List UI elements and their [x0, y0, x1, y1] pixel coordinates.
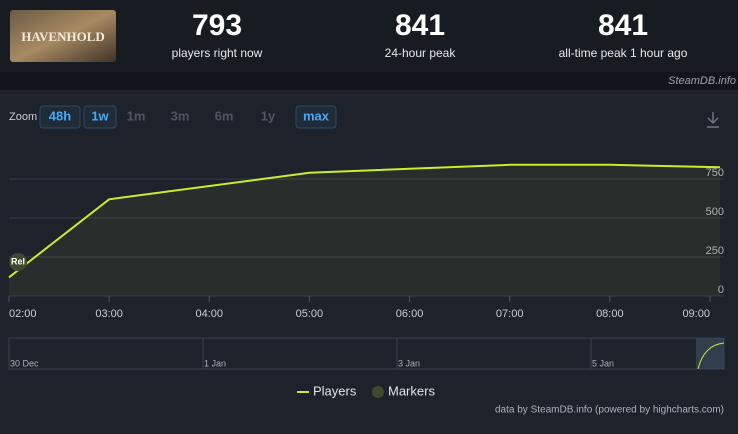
- marker[interactable]: [9, 253, 27, 271]
- stat-label: players right now: [172, 46, 263, 60]
- legend-label[interactable]: Players: [313, 383, 357, 398]
- legend-label[interactable]: Markers: [388, 383, 435, 398]
- zoom-button-bg[interactable]: [295, 105, 337, 129]
- source[interactable]: SteamDB.info: [668, 75, 736, 87]
- zoom-label: Zoom: [9, 111, 37, 123]
- source-band: [0, 72, 738, 90]
- stat-value: 793: [192, 9, 242, 42]
- zoom-button-bg[interactable]: [83, 105, 117, 129]
- y-tick-label: 0: [718, 284, 724, 296]
- y-tick-label: 750: [706, 167, 724, 179]
- zoom-button[interactable]: 48h: [49, 108, 71, 123]
- x-tick-label: 04:00: [196, 308, 224, 320]
- y-tick-label: 250: [706, 245, 724, 257]
- legend-marker[interactable]: [372, 386, 384, 398]
- x-tick-label: 05:00: [296, 308, 324, 320]
- navigator-label: 30 Dec: [10, 358, 39, 368]
- x-tick-label: 07:00: [496, 308, 524, 320]
- game-name: HAVENHOLD: [21, 29, 105, 44]
- credit: data by SteamDB.info (powered by highcha…: [495, 405, 724, 416]
- zoom-button[interactable]: max: [303, 108, 330, 123]
- stat-label: all-time peak 1 hour ago: [559, 46, 688, 60]
- x-tick-label: 08:00: [596, 308, 624, 320]
- zoom-button[interactable]: 1y: [261, 108, 276, 123]
- zoom-button[interactable]: 3m: [171, 108, 190, 123]
- header-band: [0, 0, 738, 72]
- download-icon[interactable]: [707, 112, 719, 128]
- y-tick-label: 500: [706, 206, 724, 218]
- zoom-button[interactable]: 6m: [215, 108, 234, 123]
- x-tick-label: 02:00: [9, 308, 37, 320]
- navigator-selection[interactable]: [696, 338, 724, 369]
- navigator-line: [697, 342, 725, 370]
- navigator[interactable]: [8, 337, 725, 370]
- stat-label: 24-hour peak: [385, 46, 457, 60]
- marker-label: Rel: [11, 256, 25, 266]
- stat-value: 841: [395, 9, 445, 42]
- navigator-label: 3 Jan: [398, 358, 420, 368]
- x-tick-label: 03:00: [95, 308, 123, 320]
- zoom-button[interactable]: 1w: [91, 108, 109, 123]
- zoom-button-bg[interactable]: [39, 105, 81, 129]
- game-thumbnail[interactable]: [10, 10, 116, 62]
- navigator-label: 5 Jan: [592, 358, 614, 368]
- navigator-label: 1 Jan: [204, 358, 226, 368]
- series-line: [8, 163, 721, 279]
- series-area: [9, 164, 720, 296]
- x-tick-label: 09:00: [682, 308, 710, 320]
- stat-value: 841: [598, 9, 648, 42]
- zoom-button[interactable]: 1m: [127, 108, 146, 123]
- x-tick-label: 06:00: [396, 308, 424, 320]
